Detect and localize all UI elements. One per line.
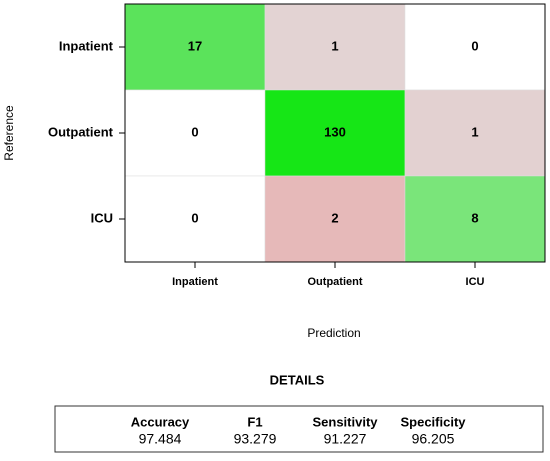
metric-value: 91.227 xyxy=(324,431,367,447)
cell-value: 17 xyxy=(188,38,202,53)
x-tick-label: Inpatient xyxy=(172,276,218,288)
cell-value: 130 xyxy=(324,124,346,139)
cell xyxy=(404,89,546,177)
cell xyxy=(264,175,406,263)
cell xyxy=(124,89,266,177)
cell-value: 8 xyxy=(471,210,478,225)
cell xyxy=(124,175,266,263)
y-tick-label: Inpatient xyxy=(59,38,114,53)
y-axis-label: Reference xyxy=(2,105,16,161)
metric-value: 93.279 xyxy=(234,431,277,447)
x-axis-label: Prediction xyxy=(307,326,360,340)
metric-name: Specificity xyxy=(400,414,466,429)
metric-name: F1 xyxy=(247,414,262,429)
cell-value: 1 xyxy=(331,38,338,53)
cell xyxy=(124,3,266,91)
details-box xyxy=(54,405,544,453)
cell xyxy=(264,89,406,177)
metric-value: 96.205 xyxy=(412,431,455,447)
y-tick-label: ICU xyxy=(91,210,113,225)
cell-value: 1 xyxy=(471,124,478,139)
cell-value: 2 xyxy=(331,210,338,225)
y-tick-label: Outpatient xyxy=(48,124,114,139)
details-title: DETAILS xyxy=(270,372,325,387)
metric-name: Accuracy xyxy=(131,414,190,429)
cell-value: 0 xyxy=(191,124,198,139)
cell-value: 0 xyxy=(471,38,478,53)
cell xyxy=(264,3,406,91)
x-tick-label: Outpatient xyxy=(308,276,363,288)
metric-name: Sensitivity xyxy=(312,414,378,429)
x-tick-label: ICU xyxy=(466,276,485,288)
cell-value: 0 xyxy=(191,210,198,225)
metric-value: 97.484 xyxy=(139,431,182,447)
